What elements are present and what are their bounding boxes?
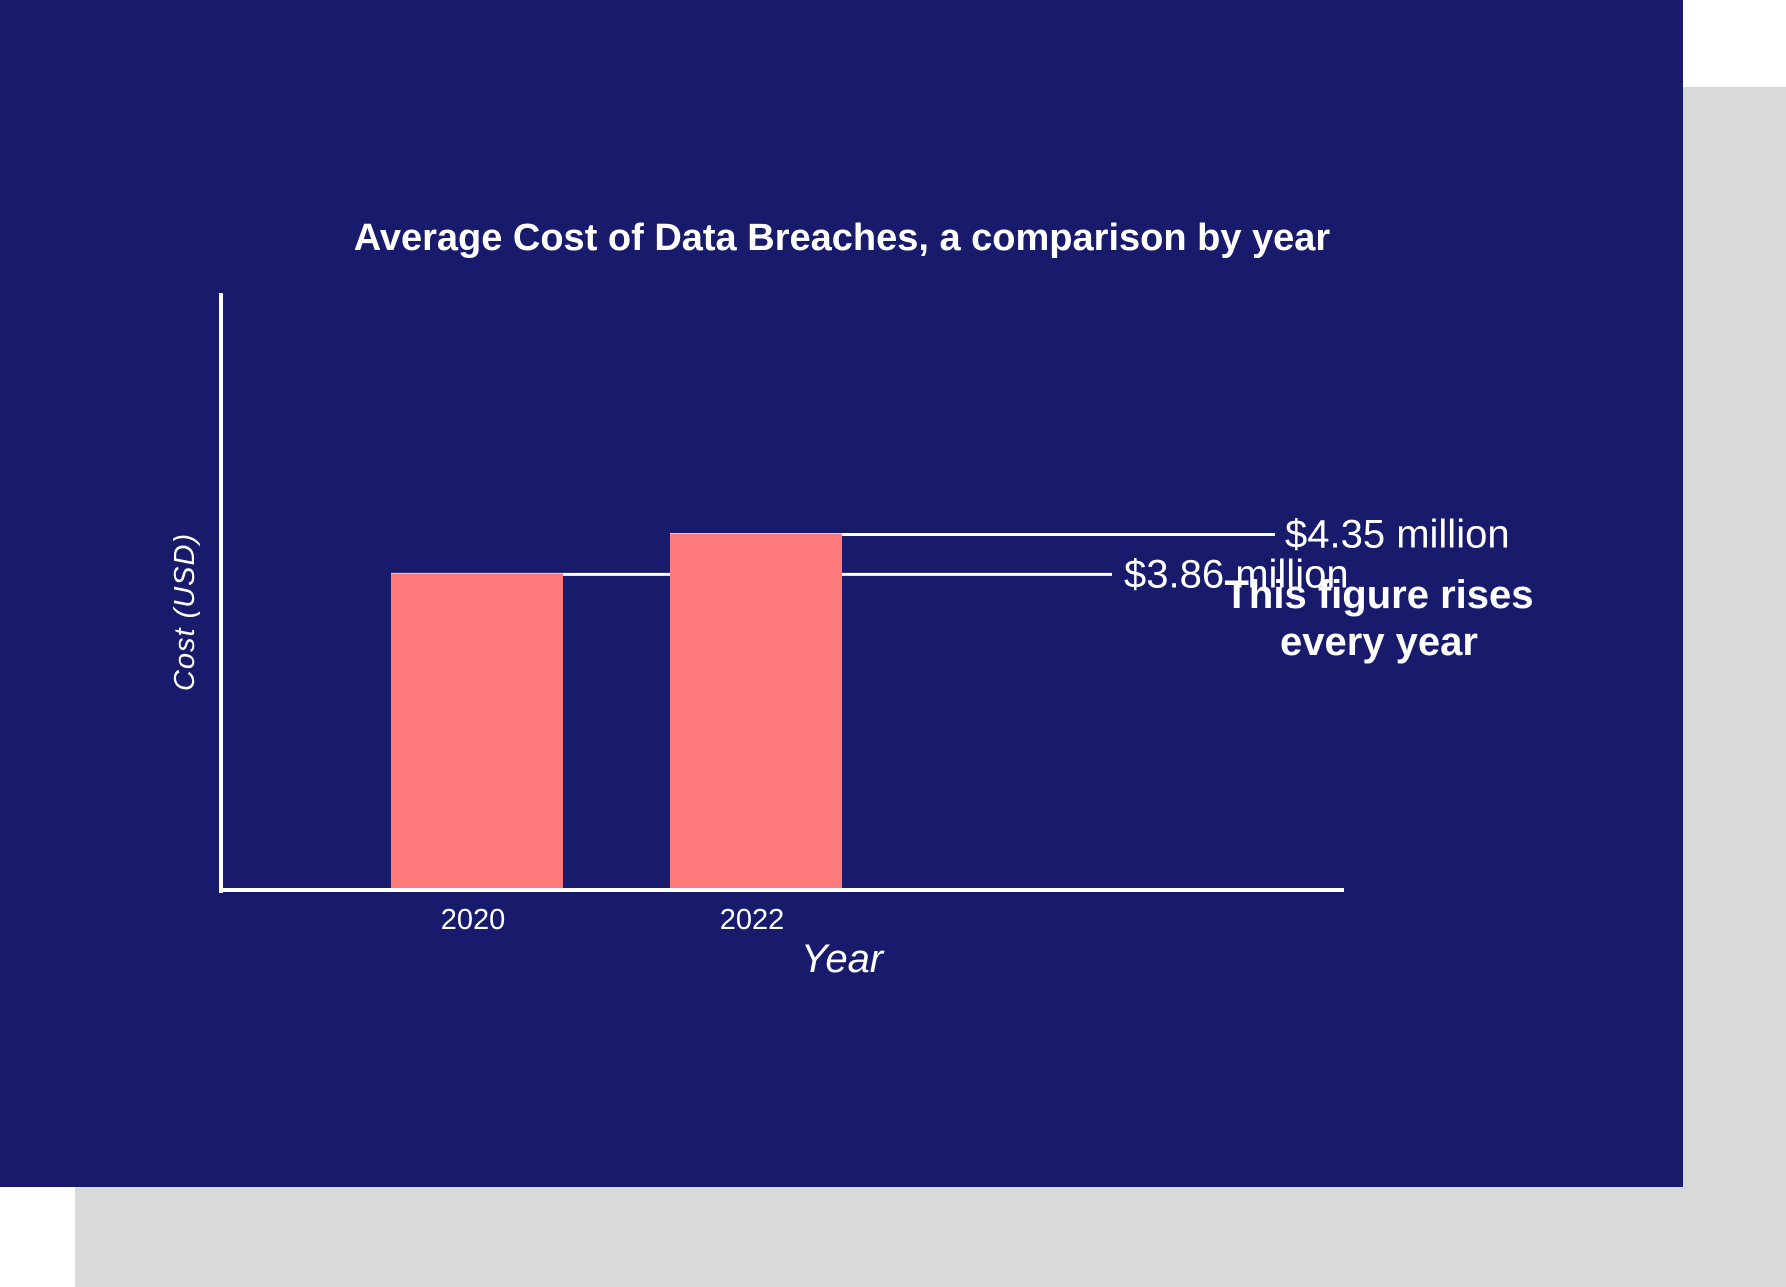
annotation-line-1: This figure rises [1225, 573, 1534, 617]
chart-title: Average Cost of Data Breaches, a compari… [354, 217, 1331, 259]
data-label-2022: $4.35 million [1285, 512, 1510, 556]
data-label-2020: $3.86 million [1124, 552, 1349, 596]
bars-layer: $3.86 million 2020 $4.35 million 2022 [391, 512, 1510, 936]
x-tick-label-2022: 2022 [720, 904, 785, 936]
bar-2020 [391, 573, 563, 888]
annotation-line-2: every year [1280, 620, 1478, 664]
bar-2022 [670, 533, 842, 888]
y-axis-label: Cost (USD) [169, 533, 201, 691]
x-axis-label: Year [801, 937, 885, 981]
x-tick-label-2020: 2020 [441, 904, 506, 936]
